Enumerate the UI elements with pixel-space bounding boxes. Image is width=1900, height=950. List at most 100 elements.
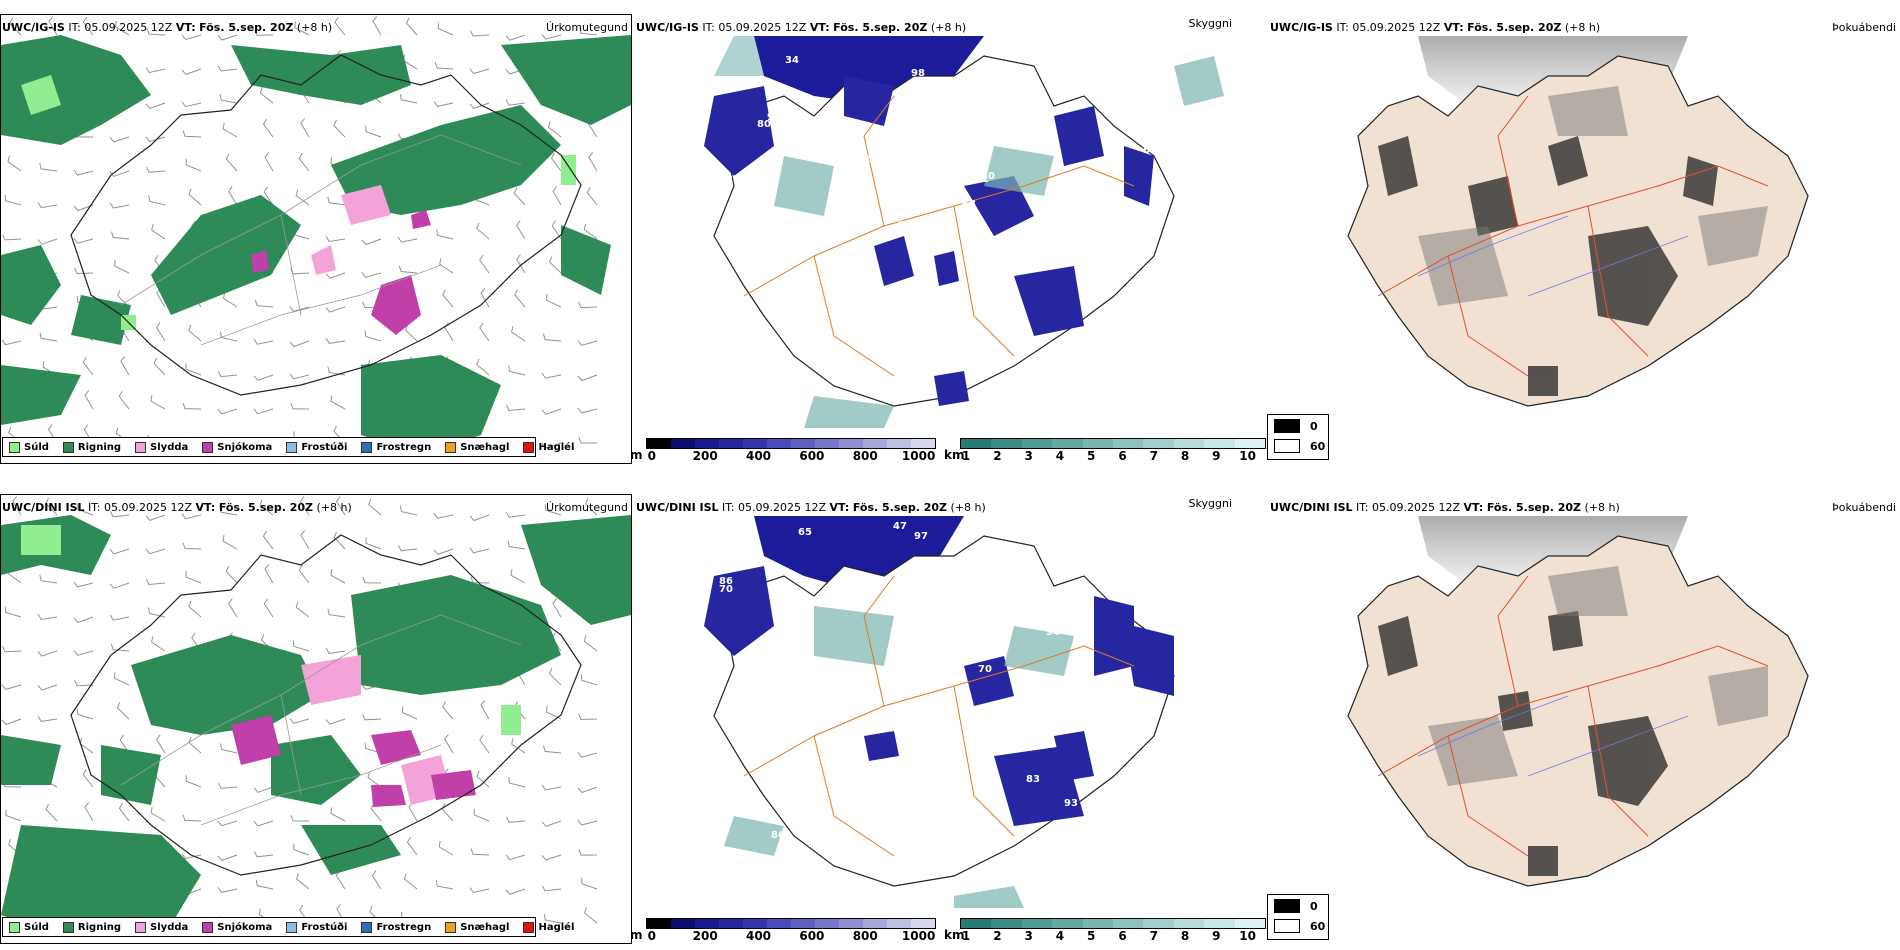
legend-swatch	[445, 441, 457, 453]
wind-barb	[547, 121, 562, 138]
cloud-base-label: 86	[1136, 358, 1150, 369]
colorbar-cell	[767, 439, 791, 448]
cloud-base-label: 73	[985, 725, 999, 736]
colorbar-tick-label: 7	[1149, 449, 1158, 463]
wind-barb	[505, 404, 526, 412]
wind-barb	[217, 370, 238, 378]
wind-barb	[217, 34, 238, 41]
wind-barb	[182, 402, 202, 410]
precip-legend: Súld Rigning Slydda Snjókoma Frostúði Frostre…	[2, 917, 574, 937]
wind-barb	[511, 326, 526, 342]
precip-header: UWC/DINI ISL IT: 05.09.2025 12Z VT: Fös.…	[2, 501, 352, 515]
colorbar-cell	[1113, 439, 1144, 448]
wind-barb	[73, 204, 94, 212]
drizzle-areas	[21, 525, 521, 735]
colorbar-tick-label: 5	[1087, 929, 1096, 943]
precip-map[interactable]	[1, 15, 631, 463]
colorbar-cells	[960, 438, 1266, 449]
wind-barb	[397, 545, 418, 552]
cloud-base-label: 94	[1046, 627, 1060, 638]
precip-panel-title: Úrkomutegund	[546, 21, 628, 34]
cloud-map[interactable]: 99 97 94 89 86 42 32 34 61 84 43 34 47 70 72 89 27 37 43 82…	[634, 516, 1234, 908]
precip-map[interactable]	[1, 495, 631, 943]
fog-mid-areas	[1418, 86, 1768, 306]
colorbar-tick-label: 9	[1212, 929, 1221, 943]
colorbar-unit: km	[944, 448, 965, 462]
colorbar-tick-label: 10	[1239, 929, 1256, 943]
wind-barb	[541, 820, 562, 827]
cloud-base-label: 43	[927, 658, 941, 669]
wind-barb	[510, 569, 526, 584]
legend-item: Frostúði	[286, 921, 347, 933]
cloud-map[interactable]: 87 80 81 98 51 53 43 27 43 68 34 86 52 50 62 49 93 50 66 12…	[634, 36, 1234, 428]
cloud-base-label: 50	[909, 115, 923, 126]
colorbar-tick-label: 6	[1118, 449, 1127, 463]
fog-map[interactable]	[1268, 36, 1900, 428]
legend-label: Súld	[24, 921, 49, 933]
legend-label: Snjókoma	[217, 921, 273, 933]
wind-barb	[325, 718, 346, 725]
colorbar-tick-label: 1000	[901, 929, 936, 943]
legend-swatch	[62, 441, 74, 453]
wind-barb	[73, 238, 94, 244]
wind-barb	[541, 372, 562, 379]
wind-barb	[255, 879, 274, 890]
cloud-base-label: 93	[1064, 798, 1078, 809]
wind-barb	[544, 504, 562, 516]
cloud-base-label: 53	[736, 717, 750, 728]
wind-barb	[76, 708, 94, 720]
wind-barb	[334, 17, 346, 36]
wind-barb	[4, 194, 22, 206]
wind-barb	[439, 258, 454, 274]
wind-barb	[2, 234, 22, 241]
colorbar-tick-label: 1	[961, 929, 971, 943]
wind-barb	[5, 809, 22, 822]
wind-barb	[577, 340, 598, 346]
wind-barb	[579, 27, 598, 36]
legend-item: Slydda	[135, 441, 188, 453]
colorbar-cell	[719, 439, 743, 448]
wind-barb	[39, 574, 58, 584]
wind-barb	[79, 737, 94, 754]
fog-legend-label: 60	[1310, 919, 1326, 933]
wind-barb	[541, 442, 562, 449]
cloud-base-label: 89	[801, 763, 815, 774]
colorbar-cell	[991, 919, 1022, 928]
wind-barb	[1, 684, 22, 690]
wind-barb	[253, 851, 274, 858]
wind-barb	[577, 407, 598, 414]
wind-barb	[188, 188, 202, 206]
wind-barb	[298, 564, 310, 584]
legend-label: Rigning	[77, 441, 122, 453]
legend-swatch	[202, 441, 214, 453]
wind-barb	[546, 705, 562, 720]
precip-map-frame	[0, 14, 632, 464]
wind-barb	[263, 186, 274, 206]
colorbar-cell	[1143, 439, 1174, 448]
cloud-base-label: 70	[978, 664, 992, 675]
colorbar-tick-label: 0	[647, 449, 656, 463]
iceland-land	[713, 55, 1175, 407]
wind-barb	[511, 738, 526, 754]
wind-barb	[74, 267, 94, 275]
fog-map[interactable]	[1268, 516, 1900, 908]
wind-barb	[289, 718, 310, 724]
colorbar-cell	[743, 439, 767, 448]
wind-barb	[182, 542, 202, 550]
wind-barb	[264, 564, 274, 584]
valid-time: Fös. 5.sep. 20Z	[199, 21, 294, 34]
wind-barb	[262, 118, 274, 138]
wind-barb	[110, 643, 130, 652]
wind-barb	[479, 322, 490, 342]
colorbar-cell	[695, 919, 719, 928]
wind-barb	[296, 873, 310, 890]
colorbar-cell	[839, 919, 863, 928]
wind-barb	[505, 854, 526, 861]
wind-barb	[290, 268, 310, 275]
cloud-map-frame: 87 80 81 98 51 53 43 27 43 68 34 86 52 50 62 49 93 50 66 12…	[634, 36, 1234, 428]
wind-barb	[37, 614, 58, 621]
cloud-base-label: 65	[798, 527, 812, 538]
wind-barb	[476, 770, 490, 788]
fog-mid-areas	[1428, 566, 1768, 786]
fog-legend: 0 60	[1267, 414, 1329, 460]
